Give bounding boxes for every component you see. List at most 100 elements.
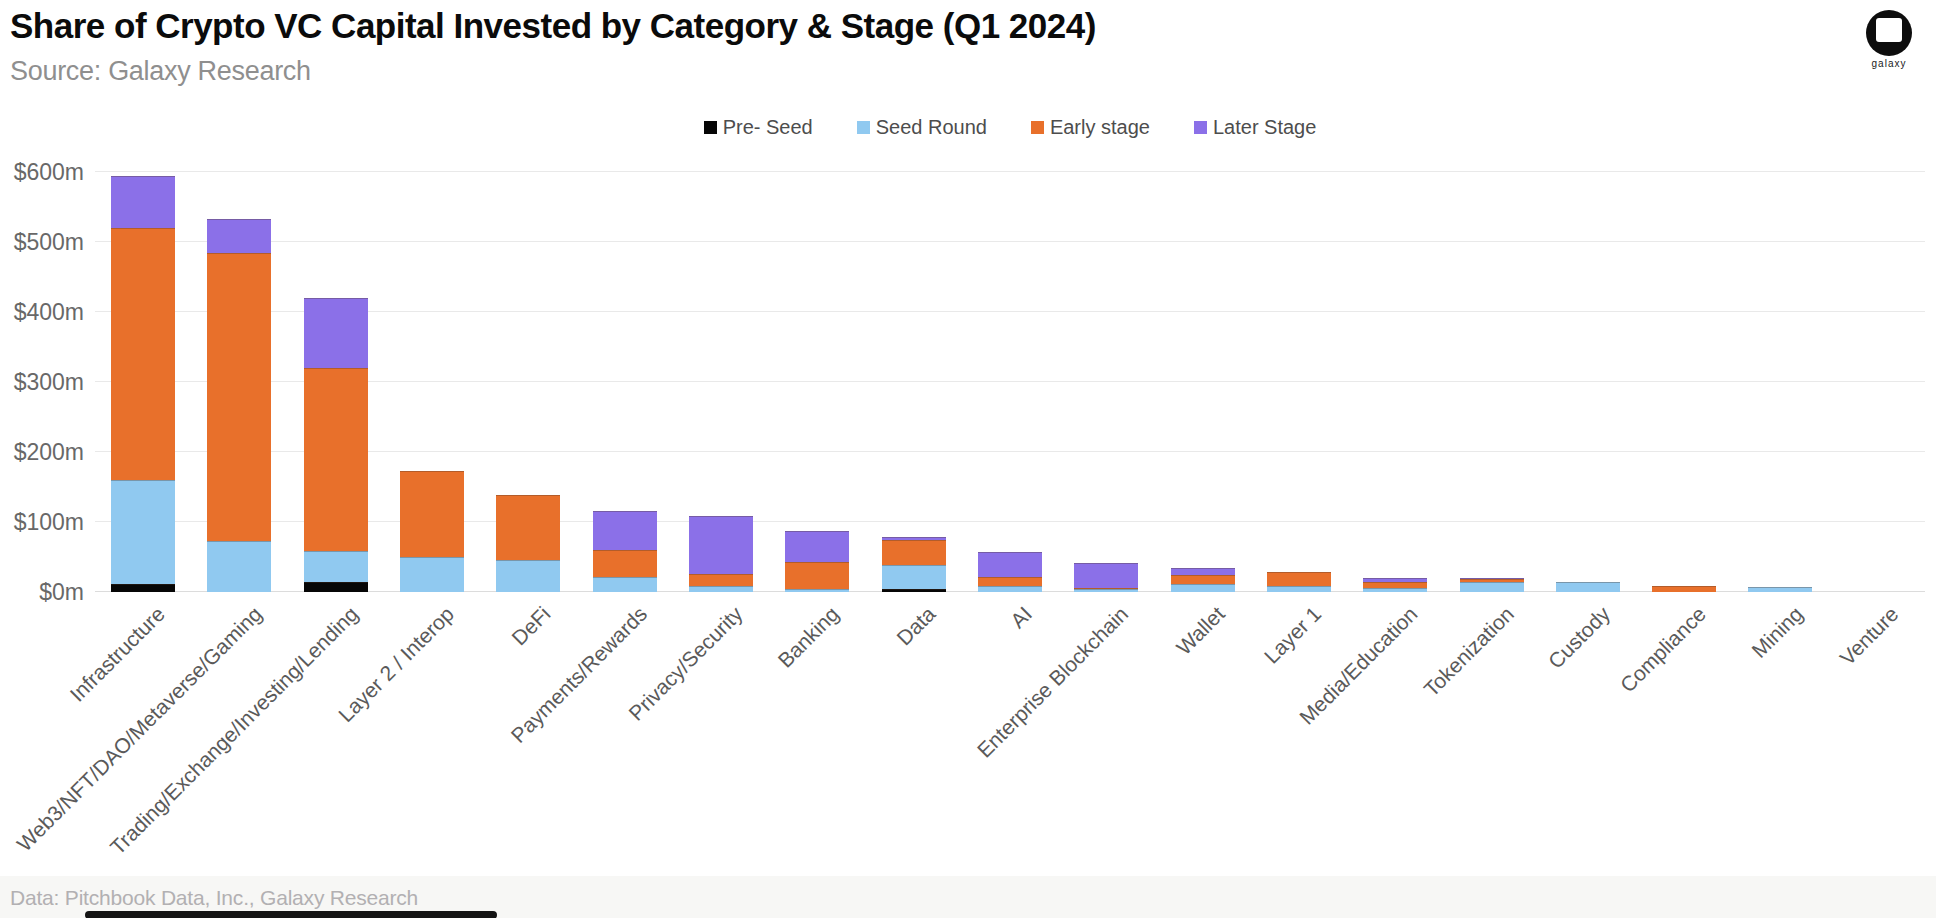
bar-slot: Banking	[769, 172, 865, 592]
bar-segment	[882, 565, 946, 588]
stacked-bar	[978, 552, 1042, 592]
stacked-bar	[111, 176, 175, 592]
bar-slot: Payments/Rewards	[577, 172, 673, 592]
galaxy-logo: galaxy	[1860, 10, 1918, 69]
y-tick-label: $300m	[4, 369, 84, 396]
stacked-bar	[1460, 578, 1524, 592]
bar-slot: Layer 2 / Interop	[384, 172, 480, 592]
y-tick-label: $400m	[4, 299, 84, 326]
x-axis-label: Mining	[1747, 602, 1808, 663]
stacked-bar	[1556, 582, 1620, 593]
bar-segment	[111, 584, 175, 592]
legend-label: Pre- Seed	[723, 116, 813, 139]
stacked-bar	[496, 495, 560, 592]
y-tick-label: $0m	[4, 579, 84, 606]
bar-slot: DeFi	[480, 172, 576, 592]
stacked-bar	[1171, 568, 1235, 592]
y-tick-label: $200m	[4, 439, 84, 466]
galaxy-logo-label: galaxy	[1860, 58, 1918, 69]
bar-segment	[1556, 582, 1620, 593]
bar-slot: Trading/Exchange/Investing/Lending	[288, 172, 384, 592]
x-axis-label: Venture	[1836, 602, 1904, 670]
x-axis-label: Banking	[774, 602, 845, 673]
bar-slot: Infrastructure	[95, 172, 191, 592]
legend-item: Early stage	[1031, 116, 1150, 139]
bar-segment	[593, 511, 657, 550]
bar-segment	[400, 557, 464, 592]
y-tick-label: $600m	[4, 159, 84, 186]
chart-title: Share of Crypto VC Capital Invested by C…	[10, 6, 1096, 46]
bar-slot: AI	[962, 172, 1058, 592]
bar-segment	[1074, 589, 1138, 592]
bar-segment	[207, 219, 271, 253]
x-axis-label: Enterprise Blockchain	[973, 602, 1134, 763]
bar-segment	[111, 228, 175, 480]
bar-segment	[1748, 587, 1812, 592]
stacked-bar	[1074, 563, 1138, 592]
bar-segment	[496, 560, 560, 592]
chart-source: Source: Galaxy Research	[10, 56, 311, 87]
bar-segment	[1652, 586, 1716, 592]
data-credit: Data: Pitchbook Data, Inc., Galaxy Resea…	[10, 886, 418, 910]
bar-segment	[400, 471, 464, 557]
x-axis-label: DeFi	[507, 602, 555, 650]
legend-item: Later Stage	[1194, 116, 1316, 139]
bar-segment	[111, 176, 175, 229]
legend-label: Seed Round	[876, 116, 987, 139]
bar-segment	[1171, 584, 1235, 592]
bar-segment	[1171, 568, 1235, 575]
bar-segment	[304, 298, 368, 368]
legend-label: Early stage	[1050, 116, 1150, 139]
bar-segment	[978, 552, 1042, 577]
legend-swatch-icon	[1194, 121, 1207, 134]
y-tick-label: $500m	[4, 229, 84, 256]
bar-segment	[978, 586, 1042, 592]
bar-segment	[304, 582, 368, 592]
bar-slot: Mining	[1732, 172, 1828, 592]
bar-segment	[1460, 582, 1524, 593]
bar-segment	[111, 480, 175, 584]
stacked-bar	[593, 511, 657, 592]
bar-segment	[593, 550, 657, 577]
bar-segment	[207, 541, 271, 592]
legend-swatch-icon	[1031, 121, 1044, 134]
bar-segment	[1171, 575, 1235, 584]
x-axis-label: Wallet	[1172, 602, 1230, 660]
bar-segment	[785, 589, 849, 593]
stacked-bar	[207, 219, 271, 592]
bar-slot: Media/Education	[1347, 172, 1443, 592]
legend-swatch-icon	[857, 121, 870, 134]
bar-slot: Custody	[1540, 172, 1636, 592]
bar-segment	[1074, 563, 1138, 588]
bar-segment	[593, 577, 657, 592]
bar-slot: Layer 1	[1251, 172, 1347, 592]
bar-segment	[689, 586, 753, 592]
galaxy-logo-icon	[1866, 10, 1912, 56]
bar-segment	[304, 551, 368, 583]
bar-segment	[882, 540, 946, 566]
stacked-bar	[304, 298, 368, 592]
y-tick-label: $100m	[4, 509, 84, 536]
x-axis-label: Infrastructure	[66, 602, 170, 706]
bar-segment	[304, 368, 368, 551]
legend: Pre- Seed Seed Round Early stage Later Stag…	[95, 116, 1925, 139]
bar-slot: Venture	[1829, 172, 1925, 592]
galaxy-logo-square	[1876, 18, 1902, 42]
stacked-bar	[400, 471, 464, 592]
video-progress-bar[interactable]	[85, 911, 497, 918]
bar-slot: Wallet	[1154, 172, 1250, 592]
stacked-bar	[1363, 578, 1427, 592]
chart-plot-area: InfrastructureWeb3/NFT/DAO/Metaverse/Gam…	[95, 172, 1925, 592]
stacked-bar	[1267, 572, 1331, 592]
x-axis-label: Compliance	[1616, 602, 1711, 697]
stacked-bar	[785, 531, 849, 592]
bar-segment	[689, 574, 753, 586]
bar-segment	[207, 253, 271, 541]
bar-slot: Privacy/Security	[673, 172, 769, 592]
bar-segment	[1267, 586, 1331, 592]
bars-container: InfrastructureWeb3/NFT/DAO/Metaverse/Gam…	[95, 172, 1925, 592]
stacked-bar	[1652, 586, 1716, 592]
bar-segment	[978, 577, 1042, 587]
x-axis-label: Layer 1	[1259, 602, 1326, 669]
bar-slot: Enterprise Blockchain	[1058, 172, 1154, 592]
